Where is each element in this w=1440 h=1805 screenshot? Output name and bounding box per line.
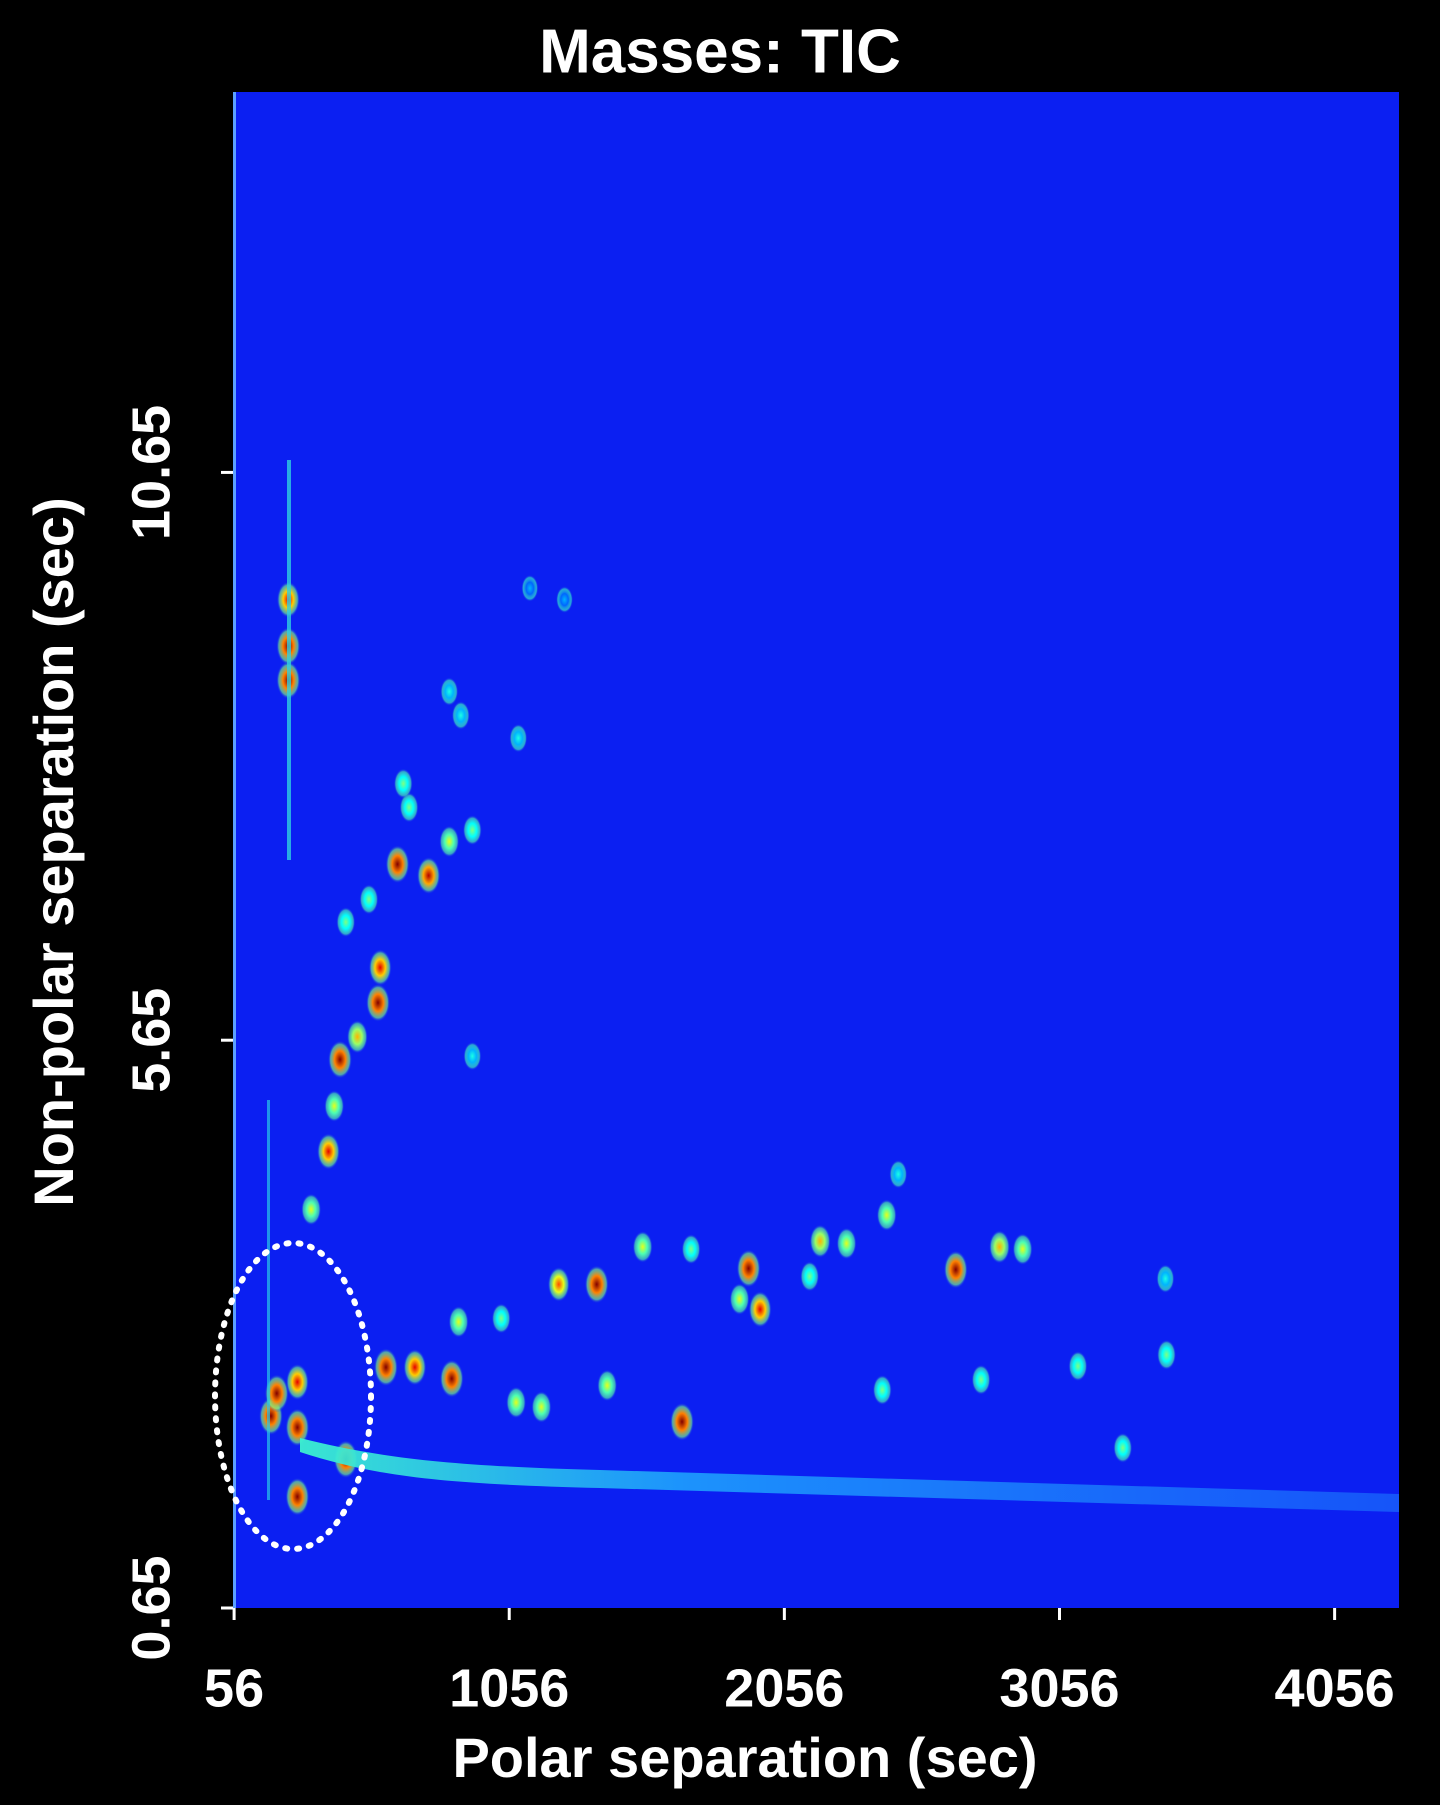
peak — [670, 1402, 695, 1441]
peak — [491, 1303, 511, 1334]
y-tick-label: 5.65 — [121, 988, 181, 1093]
peak — [1113, 1432, 1133, 1463]
peak — [748, 1291, 772, 1328]
peak — [403, 1349, 427, 1386]
peak — [448, 1306, 469, 1338]
peak — [1012, 1233, 1033, 1265]
x-tick-label: 1056 — [449, 1658, 569, 1718]
peak — [393, 768, 413, 799]
peak — [285, 1363, 309, 1401]
peak — [416, 856, 441, 895]
peak — [521, 574, 539, 602]
peak — [463, 1041, 482, 1071]
peak — [1068, 1351, 1088, 1382]
peak — [971, 1364, 991, 1395]
peak — [729, 1283, 750, 1315]
peak — [531, 1391, 552, 1423]
x-tick-label: 4056 — [1275, 1658, 1395, 1718]
x-axis-label: Polar separation (sec) — [452, 1726, 1037, 1789]
peak — [328, 1040, 353, 1079]
peak — [597, 1369, 618, 1402]
y-tick-label: 0.65 — [121, 1555, 181, 1660]
x-tick-label: 56 — [204, 1658, 264, 1718]
peak — [989, 1230, 1011, 1264]
peak — [1156, 1264, 1175, 1293]
peak — [1157, 1339, 1177, 1370]
peak — [359, 884, 379, 915]
peak — [316, 1133, 340, 1170]
peak — [365, 983, 390, 1022]
chart-title: Masses: TIC — [539, 17, 901, 86]
peak — [509, 723, 528, 753]
peak — [943, 1250, 968, 1289]
plot-area — [233, 92, 1399, 1608]
peak — [632, 1231, 653, 1263]
peak — [399, 792, 419, 823]
x-tick-label: 3056 — [999, 1658, 1119, 1718]
highlight-ellipse — [212, 1240, 374, 1552]
peak — [285, 1477, 310, 1516]
streak — [267, 1100, 270, 1500]
peak — [285, 1408, 310, 1447]
peak — [385, 845, 410, 884]
peak — [324, 1090, 345, 1122]
peak — [547, 1266, 570, 1302]
peak — [836, 1227, 857, 1260]
plot-edge — [233, 92, 236, 1608]
peak — [301, 1193, 322, 1226]
peak — [440, 677, 459, 706]
peak — [681, 1234, 701, 1265]
y-axis-label: Non-polar separation (sec) — [22, 497, 85, 1206]
peak — [800, 1261, 820, 1292]
peak — [462, 815, 482, 846]
peak — [451, 701, 470, 730]
peak — [872, 1374, 892, 1405]
peak — [439, 1359, 464, 1398]
peak — [506, 1386, 527, 1419]
peak — [876, 1199, 897, 1231]
peak — [439, 825, 460, 858]
peak — [584, 1265, 609, 1304]
peak — [368, 949, 392, 986]
peak — [556, 586, 574, 614]
x-tick-label: 2056 — [724, 1658, 844, 1718]
peak — [889, 1160, 908, 1189]
baseline-band — [300, 1438, 1399, 1512]
y-tick-label: 10.65 — [121, 405, 181, 540]
streak — [287, 460, 291, 860]
peak — [346, 1020, 368, 1054]
peak — [264, 1374, 289, 1413]
peak — [736, 1249, 761, 1288]
peak — [373, 1348, 398, 1387]
peak — [336, 907, 356, 938]
peak — [809, 1224, 831, 1258]
